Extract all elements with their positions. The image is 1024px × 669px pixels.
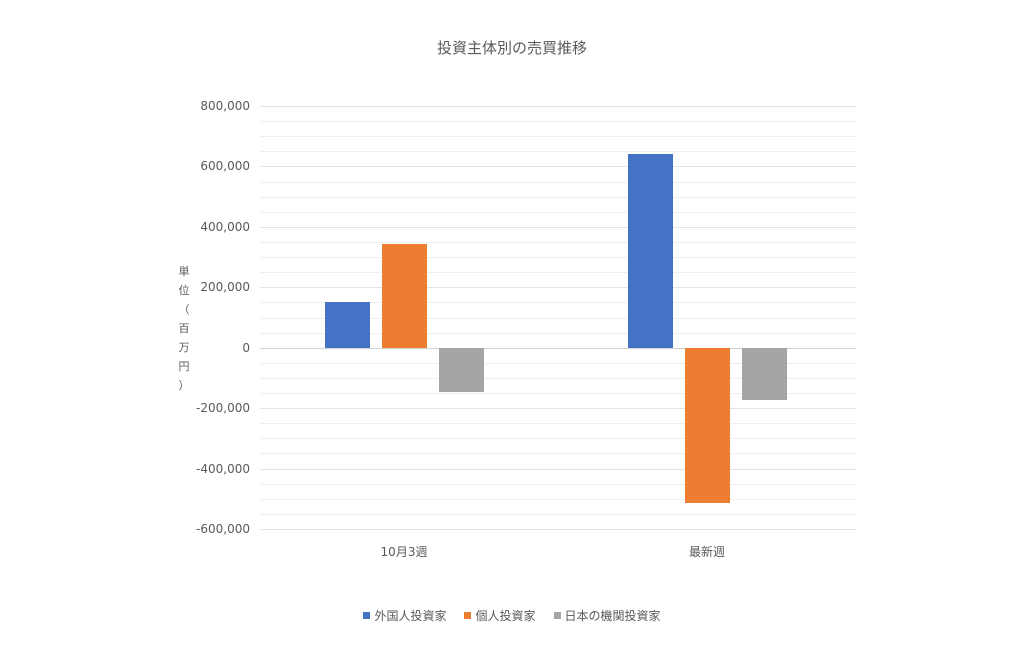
y-tick-label: 400,000 xyxy=(200,219,250,234)
legend-label: 外国人投資家 xyxy=(374,609,447,623)
legend-swatch-icon xyxy=(553,612,561,619)
gridline xyxy=(260,393,856,395)
gridline xyxy=(260,483,856,485)
gridline xyxy=(260,408,856,410)
gridline xyxy=(260,272,856,274)
gridline xyxy=(260,226,856,228)
y-tick-label: 0 xyxy=(242,340,250,355)
gridline xyxy=(260,241,856,243)
plot-area xyxy=(260,106,856,530)
x-tick-label: 最新週 xyxy=(688,545,726,559)
gridline xyxy=(260,377,856,379)
gridline xyxy=(260,332,856,334)
chart-title: 投資主体別の売買推移 xyxy=(436,39,587,57)
legend-swatch-icon xyxy=(464,612,472,619)
gridline xyxy=(260,423,856,425)
gridline xyxy=(260,362,856,364)
gridline xyxy=(260,513,856,515)
legend-label: 日本の機関投資家 xyxy=(564,609,661,623)
bar xyxy=(381,243,427,348)
legend-swatch-icon xyxy=(363,612,371,619)
gridline xyxy=(260,166,856,168)
legend-item: 個人投資家 xyxy=(464,607,536,624)
legend: 外国人投資家 個人投資家 日本の機関投資家 xyxy=(0,607,1024,624)
gridline xyxy=(260,211,856,213)
gridline xyxy=(260,106,856,107)
gridline xyxy=(260,302,856,304)
gridline xyxy=(260,438,856,440)
legend-item: 外国人投資家 xyxy=(363,607,446,624)
gridline xyxy=(260,498,856,500)
y-axis-label: 単位（百万円） xyxy=(178,265,190,392)
y-tick-label: 800,000 xyxy=(200,99,250,113)
y-tick-label: -400,000 xyxy=(196,461,250,476)
bar xyxy=(627,153,673,348)
gridline xyxy=(260,317,856,319)
gridline xyxy=(260,287,856,289)
y-tick-label: 200,000 xyxy=(200,280,250,295)
bar xyxy=(684,347,730,503)
gridline xyxy=(260,121,856,123)
bar xyxy=(324,301,370,348)
y-tick-label: 600,000 xyxy=(200,159,250,174)
zero-line xyxy=(260,347,856,349)
gridline xyxy=(260,151,856,153)
gridline xyxy=(260,196,856,198)
legend-item: 日本の機関投資家 xyxy=(553,607,661,624)
gridline xyxy=(260,453,856,455)
legend-label: 個人投資家 xyxy=(475,609,536,623)
gridline xyxy=(260,181,856,183)
x-tick-label: 10月3週 xyxy=(380,545,428,559)
gridline xyxy=(260,257,856,259)
gridline xyxy=(260,136,856,138)
y-tick-label: -200,000 xyxy=(196,401,250,416)
bar xyxy=(438,347,484,392)
gridline xyxy=(260,529,856,530)
y-tick-label: -600,000 xyxy=(196,522,250,536)
bar xyxy=(741,347,787,400)
gridline xyxy=(260,468,856,470)
